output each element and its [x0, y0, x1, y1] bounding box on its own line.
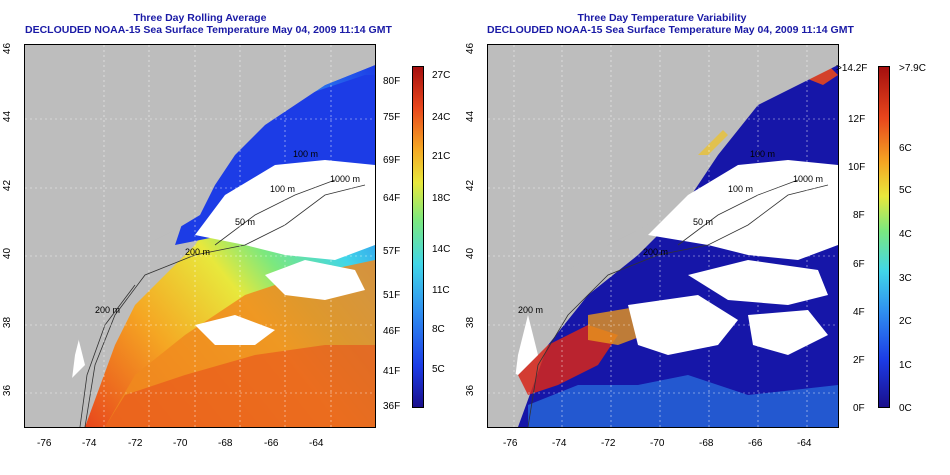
- right-cb-c-2: 5C: [899, 185, 912, 196]
- right-cloud-mask-1: [648, 160, 838, 260]
- left-ytick-3: 42: [2, 179, 14, 192]
- left-cb-f-3: 64F: [383, 193, 401, 204]
- left-cloud-mask-3: [195, 315, 275, 345]
- right-contour-label-4: 200 m: [643, 247, 668, 257]
- right-cb-f-5: 4F: [853, 307, 865, 318]
- right-gridlines: [488, 45, 838, 427]
- right-cb-c-3: 4C: [899, 229, 912, 240]
- right-contour-label-2: 100 m: [728, 184, 753, 194]
- right-map-svg: 100 m 1000 m 100 m 50 m 200 m 200 m: [488, 45, 838, 427]
- right-land: [488, 45, 838, 427]
- right-cb-f-1: 12F: [848, 114, 866, 125]
- right-map: 100 m 1000 m 100 m 50 m 200 m 200 m: [487, 44, 839, 428]
- right-high-variability-1: [518, 325, 618, 395]
- left-map-svg: 100 m 1000 m 100 m 50 m 200 m 200 m: [25, 45, 375, 427]
- left-title: Three Day Rolling Average DECLOUDED NOAA…: [25, 12, 392, 36]
- right-contour-label-5: 200 m: [518, 305, 543, 315]
- left-cb-c-5: 11C: [432, 285, 450, 296]
- right-xtick-5: -66: [748, 438, 763, 449]
- right-ytick-5: 46: [465, 42, 477, 55]
- left-contour-label-1: 1000 m: [330, 174, 360, 184]
- left-contour-label-2: 100 m: [270, 184, 295, 194]
- right-cb-f-6: 2F: [853, 355, 865, 366]
- left-ytick-0: 36: [2, 384, 14, 397]
- right-cb-c-1: 6C: [899, 143, 912, 154]
- left-ytick-5: 46: [2, 42, 14, 55]
- left-contour-label-4: 200 m: [185, 247, 210, 257]
- left-land: [25, 45, 375, 427]
- left-cb-f-6: 46F: [383, 326, 401, 337]
- right-contour-label-1: 1000 m: [793, 174, 823, 184]
- left-title-line1: Three Day Rolling Average: [133, 12, 267, 24]
- left-title-line2: DECLOUDED NOAA-15 Sea Surface Temperatur…: [25, 24, 392, 36]
- left-cb-f-2: 69F: [383, 155, 401, 166]
- right-cloud-mask-5: [748, 310, 828, 355]
- left-map: 100 m 1000 m 100 m 50 m 200 m 200 m: [24, 44, 376, 428]
- right-xtick-3: -70: [650, 438, 665, 449]
- right-cb-f-2: 10F: [848, 162, 866, 173]
- left-xtick-2: -72: [128, 438, 143, 449]
- left-xtick-3: -70: [173, 438, 188, 449]
- left-cloud-mask-2: [265, 260, 365, 300]
- right-cb-c-5: 2C: [899, 316, 912, 327]
- right-cloud-mask-2: [688, 260, 828, 305]
- left-cb-f-0: 80F: [383, 76, 401, 87]
- left-contour-100m: [214, 179, 336, 246]
- right-ytick-4: 44: [465, 110, 477, 123]
- left-gridlines: [25, 45, 375, 427]
- left-cb-c-4: 14C: [432, 244, 451, 255]
- right-contour-200m: [527, 184, 829, 427]
- left-cb-c-6: 8C: [432, 324, 445, 335]
- right-contour-label-0: 100 m: [750, 149, 775, 159]
- left-cb-f-7: 41F: [383, 366, 401, 377]
- left-cb-c-1: 24C: [432, 112, 451, 123]
- right-cb-c-7: 0C: [899, 403, 912, 414]
- right-ytick-3: 42: [465, 179, 477, 192]
- right-xtick-1: -74: [552, 438, 567, 449]
- right-title-line1: Three Day Temperature Variability: [577, 12, 747, 24]
- left-ytick-2: 40: [2, 247, 14, 260]
- right-cb-f-7: 0F: [853, 403, 865, 414]
- left-xtick-4: -68: [218, 438, 233, 449]
- left-cb-c-0: 27C: [432, 70, 451, 81]
- left-xtick-1: -74: [82, 438, 97, 449]
- left-ytick-4: 44: [2, 110, 14, 123]
- left-contour-label-0: 100 m: [293, 149, 318, 159]
- left-cb-c-7: 5C: [432, 364, 445, 375]
- right-xtick-2: -72: [601, 438, 616, 449]
- left-xtick-6: -64: [309, 438, 324, 449]
- right-ytick-1: 38: [465, 316, 477, 329]
- left-cb-c-2: 21C: [432, 151, 451, 162]
- left-xtick-5: -66: [264, 438, 279, 449]
- left-colorbar: [412, 66, 424, 408]
- right-cb-f-3: 8F: [853, 210, 865, 221]
- left-ytick-1: 38: [2, 316, 14, 329]
- left-cb-f-1: 75F: [383, 112, 401, 123]
- right-ytick-0: 36: [465, 384, 477, 397]
- right-cb-c-6: 1C: [899, 360, 912, 371]
- left-cb-c-3: 18C: [432, 193, 451, 204]
- right-title: Three Day Temperature Variability DECLOU…: [487, 12, 854, 36]
- right-xtick-6: -64: [797, 438, 812, 449]
- right-title-line2: DECLOUDED NOAA-15 Sea Surface Temperatur…: [487, 24, 854, 36]
- right-cb-f-0: >14.2F: [836, 63, 868, 74]
- left-cb-f-8: 36F: [383, 401, 401, 412]
- left-cb-f-4: 57F: [383, 246, 401, 257]
- right-contour-label-3: 50 m: [693, 217, 713, 227]
- right-colorbar: [878, 66, 890, 408]
- right-ytick-2: 40: [465, 247, 477, 260]
- right-cb-c-0: >7.9C: [899, 63, 926, 74]
- left-contour-label-3: 50 m: [235, 217, 255, 227]
- right-xtick-4: -68: [699, 438, 714, 449]
- right-contour-100m: [677, 179, 799, 246]
- right-cb-c-4: 3C: [899, 273, 912, 284]
- right-mid-variability: [528, 375, 838, 427]
- right-cb-f-4: 6F: [853, 259, 865, 270]
- left-xtick-0: -76: [37, 438, 52, 449]
- left-cb-f-5: 51F: [383, 290, 401, 301]
- left-contour-1000m: [79, 284, 136, 427]
- right-xtick-0: -76: [503, 438, 518, 449]
- left-contour-label-5: 200 m: [95, 305, 120, 315]
